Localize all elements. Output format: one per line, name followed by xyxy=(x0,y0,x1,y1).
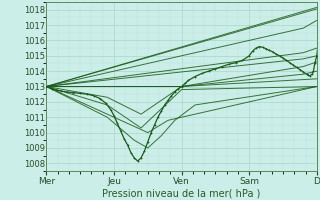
X-axis label: Pression niveau de la mer( hPa ): Pression niveau de la mer( hPa ) xyxy=(102,188,261,198)
